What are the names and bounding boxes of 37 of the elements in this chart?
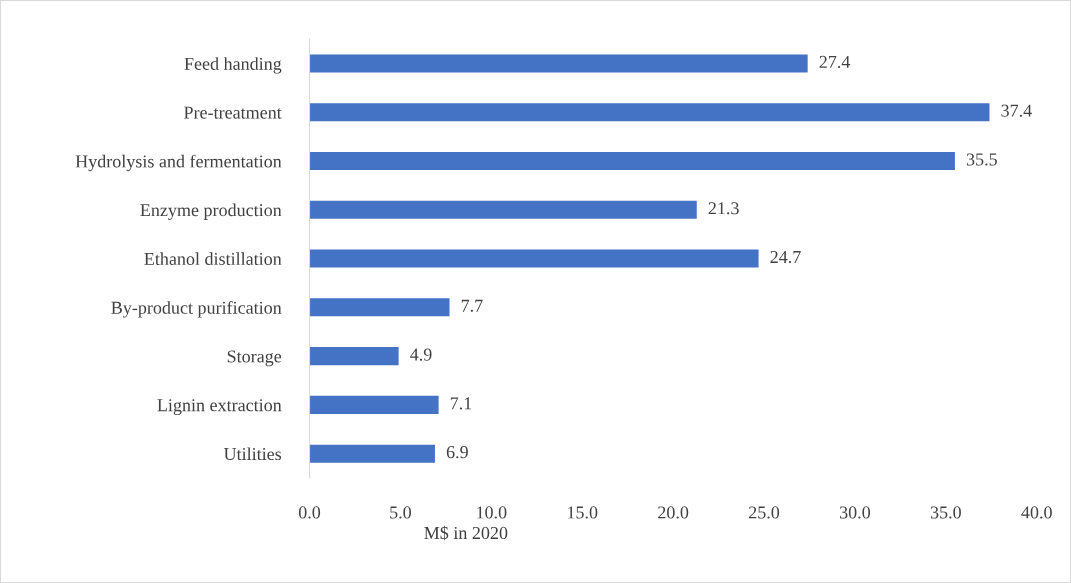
data-label: 7.1	[450, 397, 472, 410]
data-label: 4.9	[410, 348, 432, 361]
bar	[309, 103, 990, 122]
x-tick-label: 35.0	[930, 506, 961, 519]
x-tick-label: 10.0	[477, 506, 507, 519]
y-tick-label: Enzyme production	[140, 203, 282, 220]
bar	[309, 444, 435, 463]
x-tick-label: 5.0	[390, 506, 412, 519]
data-label: 7.7	[461, 299, 483, 312]
data-label: 27.4	[819, 55, 851, 69]
x-tick-label: 15.0	[568, 506, 598, 519]
bar	[309, 347, 399, 366]
y-tick-label: By-product purification	[111, 300, 282, 318]
bar	[309, 200, 697, 219]
y-tick-label: Pre-treatment	[184, 106, 282, 119]
x-tick-label: 0.0	[298, 506, 321, 519]
y-tick-label: Ethanol distillation	[144, 252, 282, 265]
data-label: 35.5	[966, 153, 997, 166]
y-tick-label: Hydrolysis and fermentation	[75, 154, 282, 172]
bar	[309, 298, 450, 317]
x-tick-label: 30.0	[839, 506, 871, 519]
data-label: 6.9	[446, 446, 468, 459]
data-label: 21.3	[708, 202, 739, 215]
x-tick-label: 25.0	[749, 506, 780, 519]
x-tick-label: 20.0	[658, 506, 689, 519]
bar	[309, 54, 808, 73]
x-axis-title: M$ in 2020	[424, 525, 508, 541]
y-tick-label: Feed handing	[184, 57, 282, 74]
bar	[309, 151, 955, 171]
bar	[309, 249, 759, 268]
y-tick-label: Storage	[227, 350, 282, 367]
data-label: 24.7	[770, 250, 801, 264]
bar	[309, 395, 439, 414]
y-tick-label: Utilities	[223, 447, 282, 461]
y-tick-label: Lignin extraction	[157, 399, 282, 416]
data-label: 37.4	[1001, 104, 1032, 117]
x-tick-label: 40.0	[1021, 506, 1052, 519]
